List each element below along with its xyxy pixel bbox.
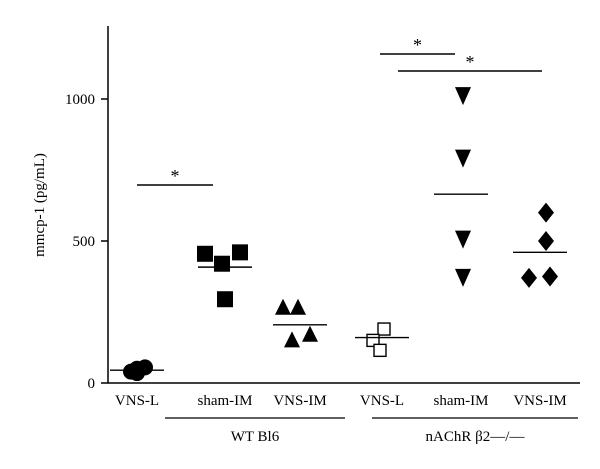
y-tick-label: 1000 (65, 92, 95, 108)
category-label: sham-IM (434, 393, 489, 409)
significance-label: * (413, 35, 422, 55)
data-point (538, 231, 554, 251)
y-ticks: 0 500 1000 (65, 92, 108, 392)
y-axis-label: mmcp-1 (pg/mL) (32, 153, 48, 257)
data-point (197, 245, 213, 262)
category-label: VNS-L (360, 393, 404, 409)
category-label: VNS-IM (513, 393, 566, 409)
data-point (377, 322, 391, 336)
category-labels: VNS-L sham-IM VNS-IM VNS-L sham-IM VNS-IM (115, 393, 567, 409)
significance-brackets: * * * (137, 35, 542, 186)
data-point (275, 298, 291, 315)
category-label: VNS-L (115, 393, 159, 409)
data-point (455, 268, 471, 287)
data-point (284, 331, 300, 348)
group-label: nAChR β2—/— (426, 429, 526, 445)
data-points (123, 87, 558, 382)
data-point (214, 255, 230, 272)
group-labels: WT Bl6 nAChR β2—/— (165, 417, 578, 445)
category-label: sham-IM (198, 393, 253, 409)
y-tick-label: 0 (88, 376, 96, 392)
data-point (455, 230, 471, 249)
data-point (232, 244, 248, 261)
significance-label: * (171, 166, 180, 186)
data-point (538, 202, 554, 223)
group-label: WT Bl6 (231, 429, 280, 445)
data-point (373, 343, 387, 358)
data-point (217, 291, 233, 308)
data-point (290, 298, 306, 315)
mean-lines (110, 193, 567, 371)
category-label: VNS-IM (273, 393, 326, 409)
data-point (137, 359, 153, 376)
data-point (455, 87, 471, 106)
data-point (302, 325, 318, 342)
significance-label: * (466, 52, 475, 72)
axes (107, 26, 580, 384)
data-point (521, 267, 537, 288)
data-point (542, 266, 558, 287)
y-tick-label: 500 (73, 234, 96, 250)
data-point (455, 149, 471, 168)
